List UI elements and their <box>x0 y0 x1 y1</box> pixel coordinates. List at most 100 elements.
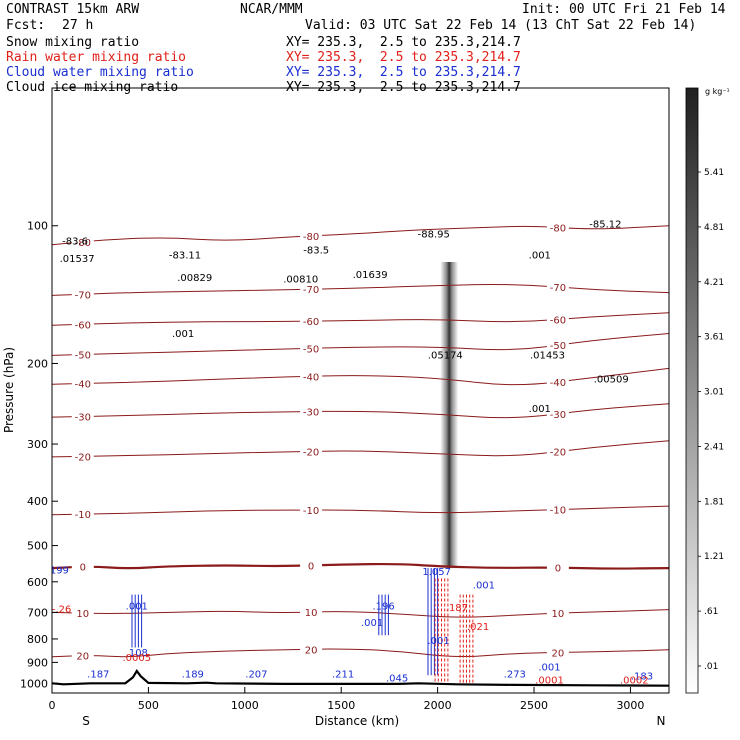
plot-frame <box>51 87 670 694</box>
contour-label: -20 <box>75 452 91 463</box>
colorbar-label: 2.41 <box>704 442 724 452</box>
contour-label-bg <box>71 450 94 462</box>
contour-label-bg <box>300 643 323 655</box>
contour-label-bg <box>546 339 569 351</box>
value-annotation: .05174 <box>428 350 463 361</box>
contour-label-bg <box>546 375 569 387</box>
contour-label-bg <box>71 288 94 300</box>
value-annotation: .183 <box>631 671 653 682</box>
temperature-contour <box>52 333 669 356</box>
colorbar-label: 4.21 <box>704 278 724 288</box>
colorbar-label: 3.01 <box>704 388 724 398</box>
value-annotation: .001 <box>172 329 194 340</box>
contour-label: -70 <box>550 283 566 294</box>
temperature-contour <box>52 283 669 296</box>
value-annotation: .00810 <box>283 274 318 285</box>
field-xy-rain: XY= 235.3, 2.5 to 235.3,214.7 <box>286 50 521 65</box>
contour-label-bg <box>546 313 569 325</box>
header-fcst-label: Fcst: <box>6 18 46 33</box>
value-annotation: -88.95 <box>418 229 450 240</box>
contour-label: -10 <box>303 506 319 517</box>
value-annotation: .189 <box>182 669 204 680</box>
contour-label: -30 <box>550 410 566 421</box>
x-axis-label: Distance (km) <box>315 714 399 728</box>
temperature-contour <box>52 403 669 419</box>
x-tick-label: 500 <box>138 699 159 712</box>
value-annotation: .01639 <box>353 270 388 281</box>
contour-label-bg <box>546 607 569 619</box>
value-annotation: .108 <box>126 648 148 659</box>
y-tick-label: 1000 <box>20 677 48 690</box>
header-model: CONTRAST 15km ARW <box>6 2 140 17</box>
contour-label-bg <box>546 646 569 658</box>
value-annotation: .00509 <box>594 374 629 385</box>
contour-label: -80 <box>550 223 566 234</box>
field-xy-snow: XY= 235.3, 2.5 to 235.3,214.7 <box>286 35 521 50</box>
x-tick-label: 3000 <box>616 699 644 712</box>
value-annotation: .0002 <box>620 675 649 686</box>
x-tick-label: 2500 <box>520 699 548 712</box>
value-annotation: .01537 <box>60 254 95 265</box>
contour-label: -70 <box>75 290 91 301</box>
value-annotation: .196 <box>372 602 394 613</box>
contour-label: 20 <box>305 645 318 656</box>
value-annotation: -.26 <box>52 604 72 615</box>
contour-label-bg <box>300 445 323 457</box>
temperature-contour <box>52 225 669 246</box>
contour-label-bg <box>546 407 569 419</box>
contour-label: 20 <box>552 649 565 660</box>
contour-label: 0 <box>555 564 561 575</box>
value-annotation: .001 <box>529 251 551 262</box>
colorbar-label: .61 <box>704 607 718 617</box>
contour-label: -70 <box>303 285 319 296</box>
terrain-line <box>52 669 669 687</box>
contour-label: -80 <box>303 232 319 243</box>
value-annotation: .001 <box>126 602 148 613</box>
contour-label: -20 <box>550 448 566 459</box>
contour-label: -80 <box>75 238 91 249</box>
colorbar-label: .01 <box>704 662 718 672</box>
contour-label: 20 <box>76 652 89 663</box>
contour-label: -60 <box>75 320 91 331</box>
contour-label: -40 <box>303 372 319 383</box>
contour-label: -40 <box>550 378 566 389</box>
contour-label-bg <box>71 377 94 389</box>
temperature-contour <box>52 312 669 326</box>
value-annotation: .207 <box>245 669 267 680</box>
y-tick-label: 700 <box>27 606 48 619</box>
y-tick-label: 600 <box>27 576 48 589</box>
contour-label-bg <box>300 559 323 571</box>
value-annotation: .001 <box>361 618 383 629</box>
value-annotation: -83.5 <box>303 246 329 257</box>
contour-label-bg <box>300 342 323 354</box>
contour-label-bg <box>71 348 94 360</box>
y-tick-label: 200 <box>27 357 48 370</box>
contour-label: -10 <box>550 506 566 517</box>
temperature-contour <box>52 367 669 386</box>
temperature-contour <box>52 562 669 570</box>
contour-label: 0 <box>80 563 86 574</box>
value-annotation: .01453 <box>530 350 565 361</box>
contour-label: -60 <box>303 317 319 328</box>
contour-label-bg <box>300 504 323 515</box>
endpoint-right-label: N <box>657 714 666 728</box>
contour-label: -50 <box>550 341 566 352</box>
contour-label-bg <box>71 649 94 661</box>
header-org: NCAR/MMM <box>240 2 303 17</box>
contour-label: 10 <box>76 609 89 620</box>
contour-label: -10 <box>75 510 91 521</box>
value-annotation: .211 <box>332 669 354 680</box>
contour-label: -50 <box>75 351 91 362</box>
value-annotation: 1.057 <box>422 567 451 578</box>
contour-label-bg <box>300 283 323 295</box>
y-tick-label: 800 <box>27 633 48 646</box>
contour-label: 10 <box>552 609 565 620</box>
field-name-rain: Rain water mixing ratio <box>6 50 187 65</box>
contour-label: 0 <box>308 561 314 572</box>
colorbar-label: 4.81 <box>704 223 724 233</box>
contour-label: -30 <box>303 408 319 419</box>
x-tick-label: 1500 <box>327 699 355 712</box>
value-annotation: .0005 <box>122 653 151 664</box>
